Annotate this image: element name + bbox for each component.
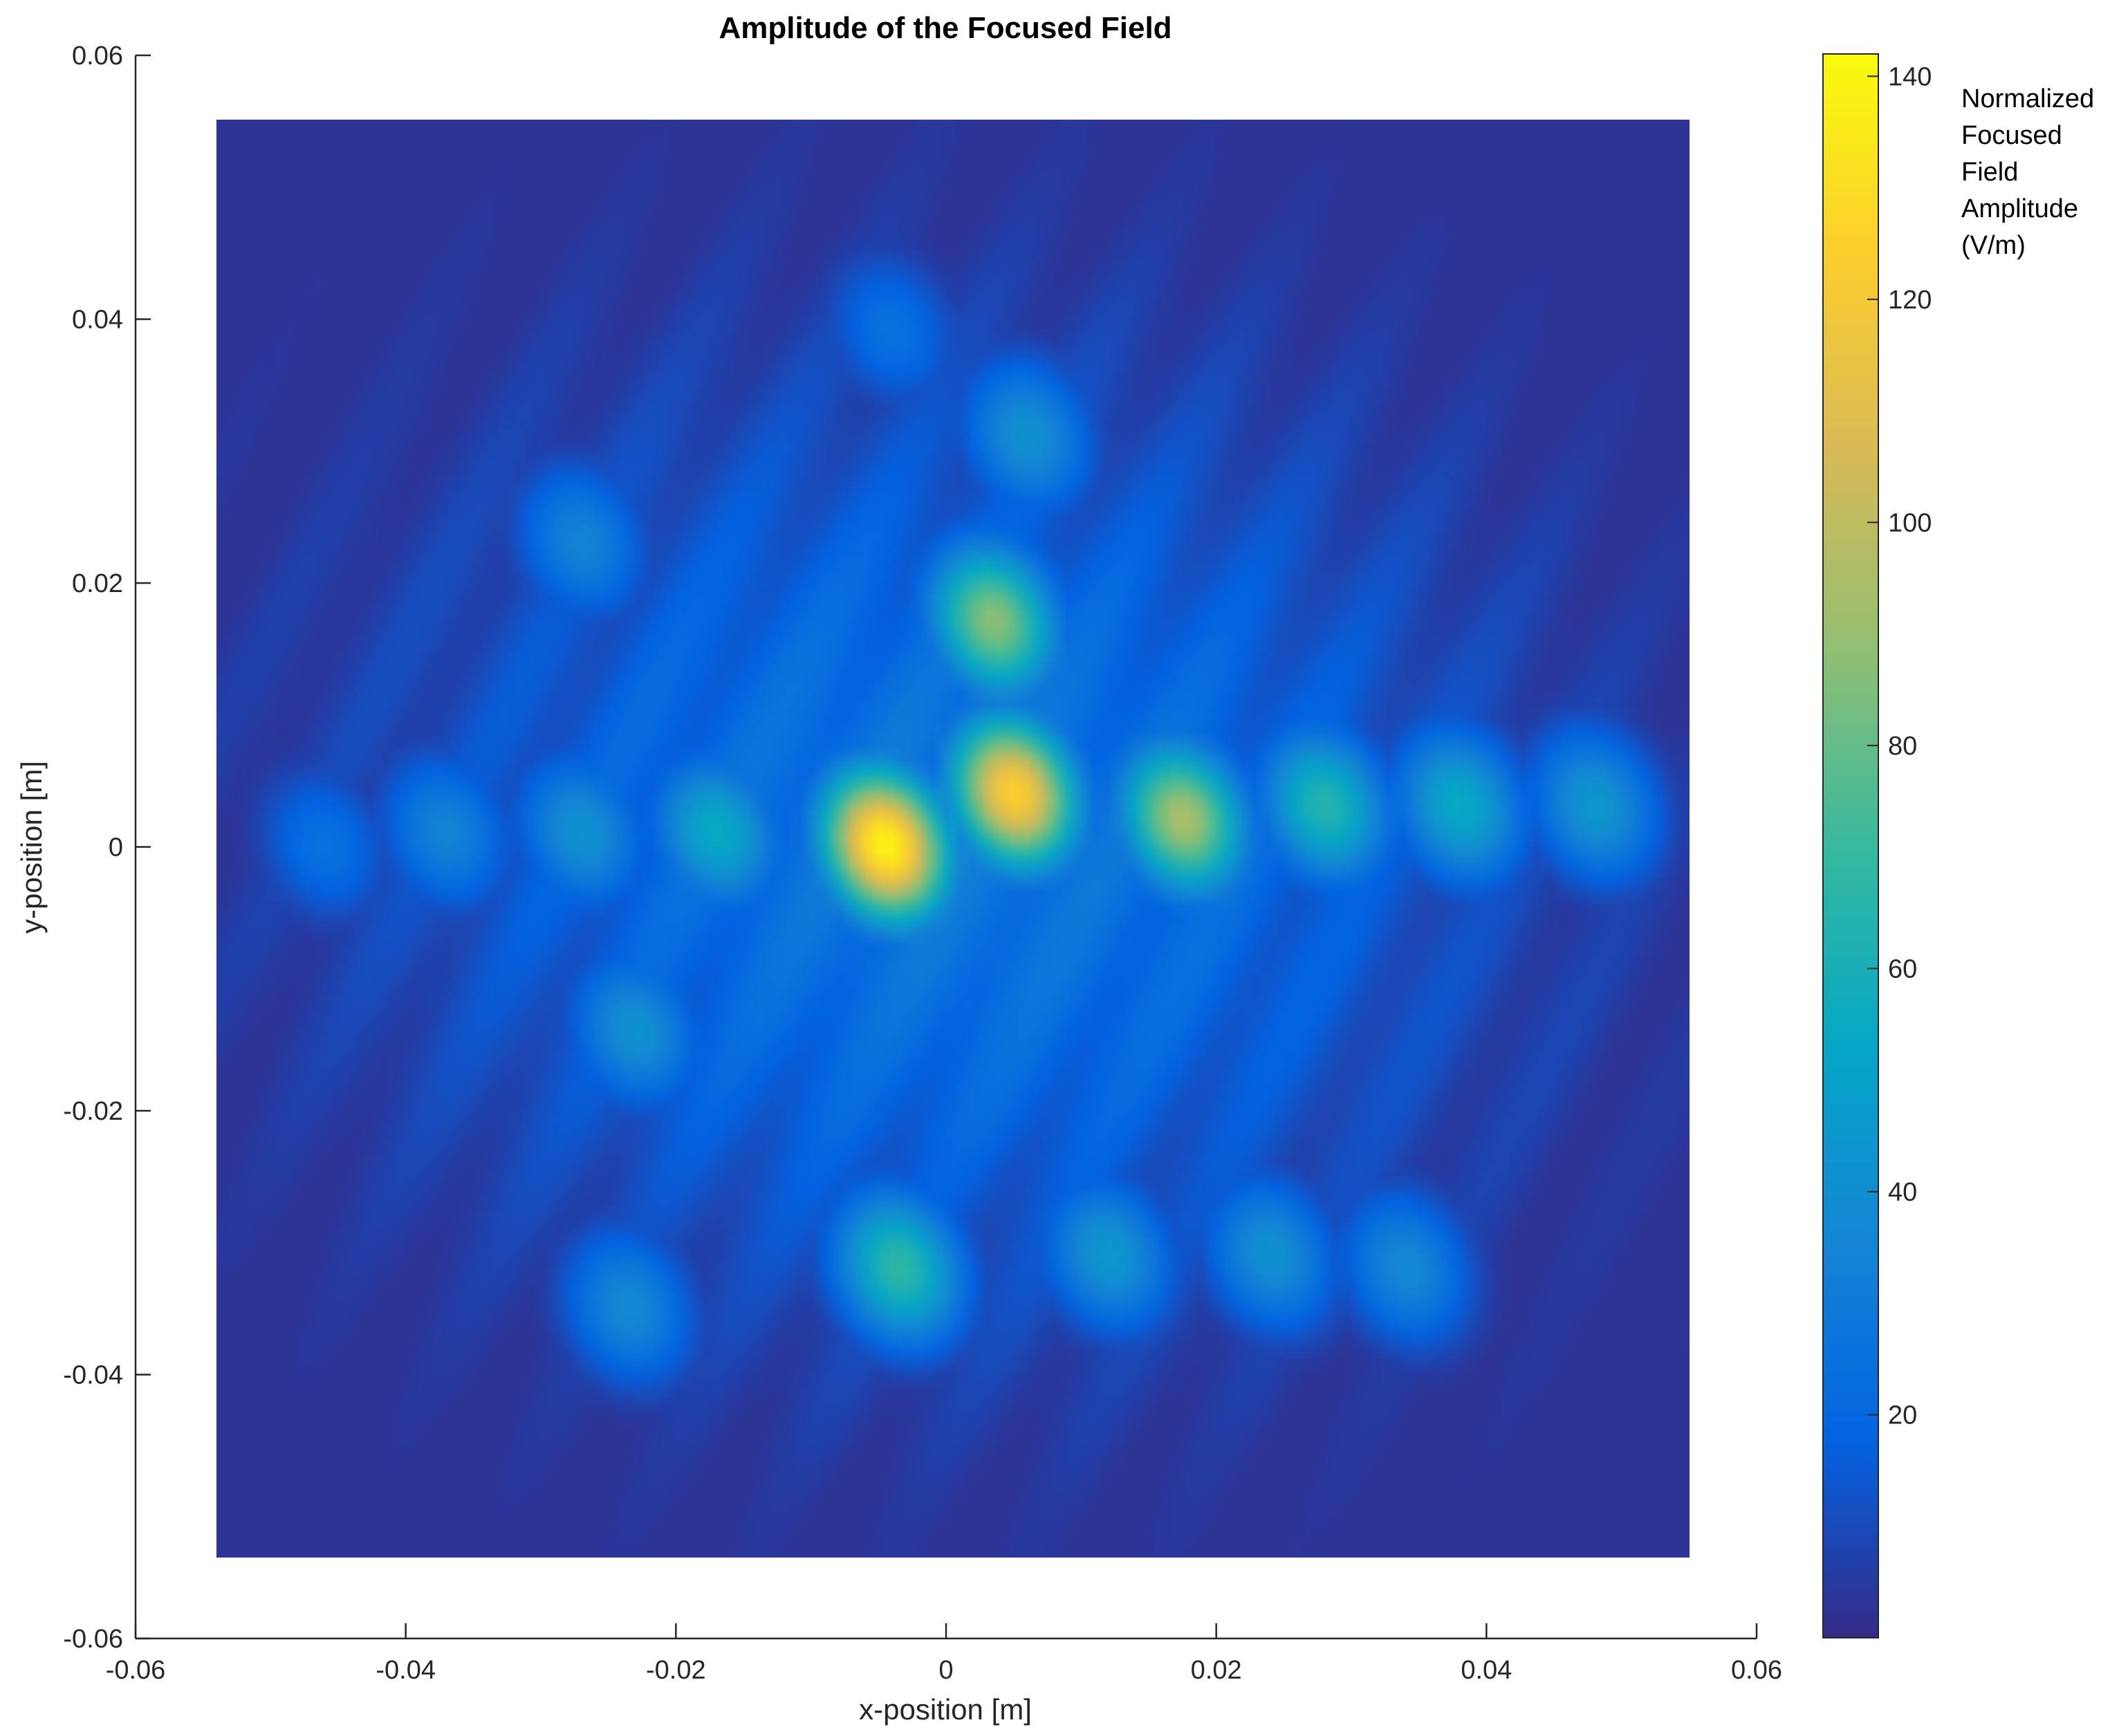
x-tick-label: 0.06: [1731, 1656, 1782, 1685]
y-tick-label: -0.02: [63, 1097, 123, 1126]
colorbar-tick-label: 80: [1888, 732, 1917, 761]
colorbar-label-line-4: Amplitude: [1961, 194, 2078, 223]
colorbar: 140 120 100 80 60 40 20 Normalized Focused Fie…: [1822, 53, 2102, 1638]
colorbar-label: Normalized Focused Field Amplitude (V/m): [1961, 84, 2102, 260]
y-tick-label: 0.04: [72, 306, 123, 335]
heatmap: [216, 120, 1690, 1558]
colorbar-tick-label: 40: [1888, 1178, 1917, 1207]
x-tick-label: -0.04: [376, 1656, 436, 1685]
colorbar-label-line-1: Normalized: [1961, 84, 2094, 113]
colorbar-tick-label: 60: [1888, 954, 1917, 984]
colorbar-tick-label: 20: [1888, 1401, 1917, 1430]
y-axis-label: y-position [m]: [15, 761, 48, 934]
x-axis-ticks: -0.06 -0.04 -0.02 0 0.02 0.04 0.06: [106, 1623, 1782, 1685]
colorbar-tick-label: 140: [1888, 62, 1932, 91]
y-tick-label: 0: [109, 833, 123, 862]
x-tick-label: 0.02: [1191, 1656, 1242, 1685]
chart-title: Amplitude of the Focused Field: [719, 11, 1172, 45]
colorbar-tick-label: 120: [1888, 286, 1932, 315]
colorbar-label-line-5: (V/m): [1961, 231, 2026, 260]
colorbar-label-line-2: Focused: [1961, 121, 2062, 150]
y-tick-label: 0.02: [72, 569, 123, 598]
y-tick-label: -0.04: [63, 1361, 123, 1390]
colorbar-label-line-3: Field: [1961, 158, 2018, 187]
colorbar-ticks: 140 120 100 80 60 40 20: [1867, 62, 1932, 1430]
colorbar-gradient: [1822, 53, 1879, 1638]
x-axis-label: x-position [m]: [859, 1693, 1032, 1726]
y-axis-ticks: 0.06 0.04 0.02 0 -0.02 -0.04 -0.06: [63, 41, 151, 1654]
x-tick-label: 0: [938, 1656, 953, 1685]
x-tick-label: -0.02: [646, 1656, 706, 1685]
heatmap-image: [216, 120, 1690, 1558]
colorbar-tick-label: 100: [1888, 508, 1932, 537]
x-tick-label: -0.06: [106, 1656, 166, 1685]
y-tick-label: 0.06: [72, 41, 123, 71]
x-tick-label: 0.04: [1461, 1656, 1512, 1685]
y-tick-label: -0.06: [63, 1625, 123, 1654]
